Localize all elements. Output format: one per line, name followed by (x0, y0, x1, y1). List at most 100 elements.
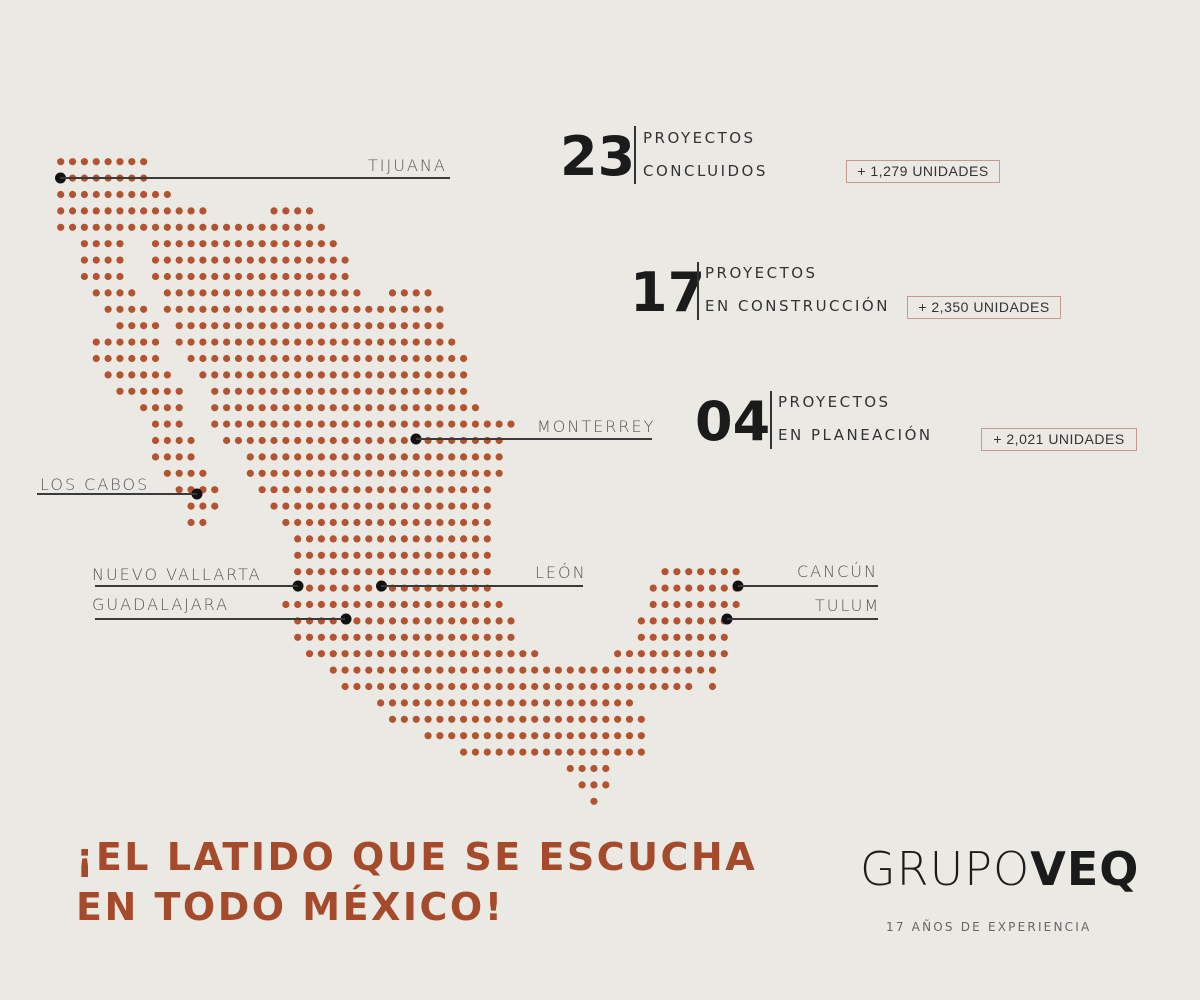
map-dot (317, 551, 325, 559)
map-dot (80, 158, 88, 166)
units-badge: + 2,021 UNIDADES (981, 428, 1137, 451)
map-dot (471, 617, 480, 625)
map-dot (424, 518, 432, 527)
map-dot (175, 256, 183, 264)
map-dot (294, 240, 302, 248)
map-dot (471, 748, 480, 756)
map-dot (317, 371, 325, 379)
map-dot (388, 420, 397, 428)
map-dot (400, 568, 408, 576)
map-dot (625, 748, 634, 756)
map-dot (223, 420, 231, 428)
map-dot (614, 732, 622, 740)
map-dot (412, 305, 420, 313)
map-dot (495, 633, 503, 641)
map-dot (590, 682, 598, 691)
map-dot (436, 666, 444, 674)
map-dot (507, 715, 515, 723)
map-dot (495, 732, 503, 740)
map-dot (460, 354, 468, 363)
map-dot (365, 633, 373, 641)
map-dot (424, 420, 432, 428)
map-dot (412, 354, 420, 363)
map-dot (116, 256, 124, 264)
map-dot (92, 354, 100, 363)
city-label-los-cabos: LOS CABOS (40, 475, 150, 494)
logo-light-text: GRUPO (860, 842, 1031, 896)
map-dot (305, 502, 314, 510)
map-dot (483, 617, 491, 625)
map-dot (305, 354, 314, 363)
map-dot (424, 404, 432, 412)
map-dot (104, 223, 112, 231)
map-dot (625, 715, 634, 723)
map-dot (507, 617, 515, 625)
map-dot (388, 354, 397, 363)
map-dot (92, 223, 100, 231)
map-dot (175, 240, 183, 248)
map-dot (234, 223, 243, 231)
map-dot (317, 650, 325, 658)
map-dot (187, 207, 195, 215)
map-dot (471, 486, 480, 494)
map-dot (436, 322, 444, 330)
map-dot (163, 207, 171, 215)
stat-number: 23 (560, 125, 636, 188)
map-dot (685, 633, 693, 641)
map-dot (388, 600, 397, 609)
map-dot (282, 223, 290, 231)
map-dot (471, 469, 480, 477)
map-dot (483, 666, 491, 674)
map-dot (436, 650, 444, 658)
map-dot (199, 256, 207, 264)
map-dot (531, 732, 539, 740)
map-dot (685, 568, 693, 576)
map-dot (377, 387, 385, 395)
map-dot (365, 436, 373, 445)
map-dot (175, 436, 183, 445)
map-dot (163, 256, 171, 264)
map-dot (80, 272, 88, 281)
map-dot (116, 223, 124, 231)
map-dot (377, 453, 385, 461)
map-dot (602, 682, 610, 691)
map-dot (685, 600, 693, 609)
map-dot (199, 240, 207, 248)
map-dot (341, 404, 349, 412)
map-dot (175, 338, 183, 346)
map-dot (187, 272, 195, 281)
map-dot (377, 518, 385, 527)
map-dot (377, 420, 385, 428)
map-dot (400, 715, 408, 723)
map-dot (80, 240, 88, 248)
map-dot (507, 682, 515, 691)
map-dot (673, 600, 681, 609)
map-dot (294, 568, 302, 576)
map-dot (448, 387, 456, 395)
map-dot (128, 223, 136, 231)
map-dot (388, 699, 397, 707)
map-dot (483, 633, 491, 641)
map-dot (448, 633, 456, 641)
map-dot (400, 699, 408, 707)
map-dot (353, 633, 361, 641)
map-dot (602, 699, 610, 707)
map-dot (246, 354, 254, 363)
stat-label-line1: PROYECTOS (778, 393, 891, 411)
stat-label-line1: PROYECTOS (705, 264, 818, 282)
map-dot (661, 617, 669, 625)
map-dot (317, 420, 325, 428)
map-dot (258, 289, 266, 297)
map-dot (246, 322, 254, 330)
map-dot (377, 600, 385, 609)
map-dot (151, 338, 160, 346)
map-dot (305, 272, 314, 281)
map-dot (495, 715, 503, 723)
map-dot (377, 633, 385, 641)
city-marker-guadalajara (340, 613, 352, 625)
map-dot (732, 600, 740, 609)
map-dot (388, 387, 397, 395)
map-dot (531, 666, 539, 674)
map-dot (400, 387, 408, 395)
map-dot (448, 715, 456, 723)
